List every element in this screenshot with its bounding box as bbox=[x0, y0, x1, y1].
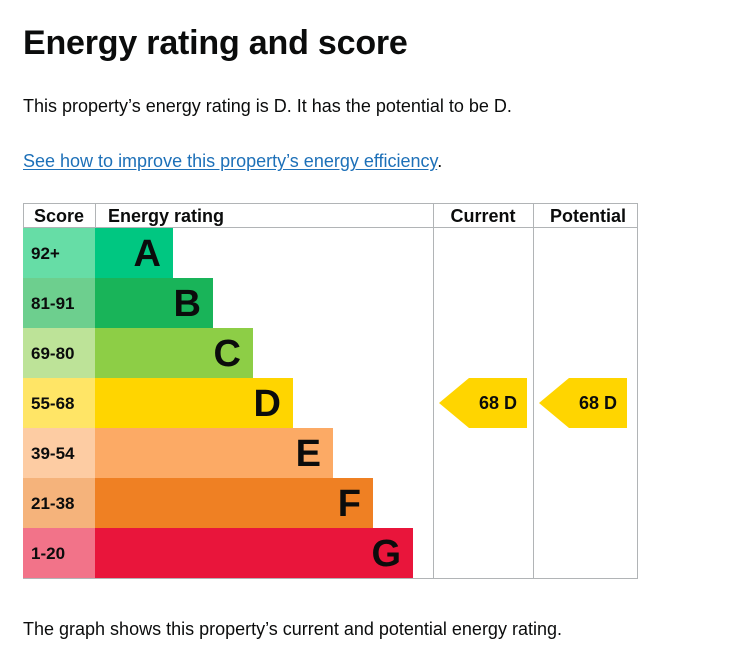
score-cell-d bbox=[23, 378, 95, 428]
rating-bands: 92+ A 81-91 B 69-80 C 55-68 D 39-54 E 21-38 F 1-20 G bbox=[23, 228, 413, 578]
improve-suffix: . bbox=[437, 151, 443, 171]
header-potential: Potential bbox=[550, 206, 626, 226]
rating-letter-g: G bbox=[371, 533, 401, 575]
rating-letter-d: D bbox=[254, 383, 281, 425]
current-rating-arrow bbox=[439, 378, 527, 428]
rating-letter-c: C bbox=[214, 333, 241, 375]
header-score: Score bbox=[34, 206, 84, 226]
score-label-f: 21-38 bbox=[31, 494, 74, 513]
rating-letter-e: E bbox=[296, 433, 321, 475]
chart-caption: The graph shows this property’s current … bbox=[23, 619, 562, 639]
rating-bar-e bbox=[95, 428, 333, 478]
score-label-d: 55-68 bbox=[31, 394, 74, 413]
score-label-a: 92+ bbox=[31, 244, 60, 263]
improve-paragraph: See how to improve this property’s energ… bbox=[23, 149, 442, 173]
rating-bar-d bbox=[95, 378, 293, 428]
potential-rating-arrow bbox=[539, 378, 627, 428]
header-energy-rating: Energy rating bbox=[108, 206, 224, 226]
rating-bar-a bbox=[95, 228, 173, 278]
current-rating-label: 68 D bbox=[479, 393, 517, 413]
score-label-c: 69-80 bbox=[31, 344, 74, 363]
rating-bar-c bbox=[95, 328, 253, 378]
rating-bar-f bbox=[95, 478, 373, 528]
header-current: Current bbox=[450, 206, 515, 226]
score-cell-b bbox=[23, 278, 95, 328]
rating-letter-b: B bbox=[174, 283, 201, 325]
improve-efficiency-link[interactable]: See how to improve this property’s energ… bbox=[23, 151, 438, 171]
rating-bar-b bbox=[95, 278, 213, 328]
score-label-e: 39-54 bbox=[31, 444, 75, 463]
rating-bar-g bbox=[95, 528, 413, 578]
score-cell-g bbox=[23, 528, 95, 578]
score-cell-e bbox=[23, 428, 95, 478]
score-label-g: 1-20 bbox=[31, 544, 65, 563]
rating-summary: This property’s energy rating is D. It h… bbox=[23, 96, 512, 116]
score-cell-c bbox=[23, 328, 95, 378]
page-title: Energy rating and score bbox=[23, 24, 408, 62]
score-cell-a bbox=[23, 228, 95, 278]
rating-letter-a: A bbox=[134, 233, 161, 275]
score-cell-f bbox=[23, 478, 95, 528]
potential-rating-label: 68 D bbox=[579, 393, 617, 413]
score-label-b: 81-91 bbox=[31, 294, 74, 313]
rating-indicators: 68 D 68 D bbox=[439, 378, 627, 428]
rating-letter-f: F bbox=[338, 483, 361, 525]
